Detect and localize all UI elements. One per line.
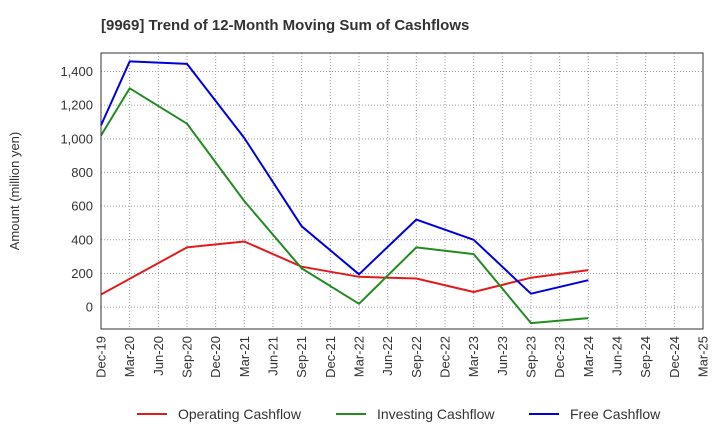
- x-tick-label: Mar-24: [581, 336, 596, 377]
- x-tick-label: Sep-22: [409, 336, 424, 378]
- chart-title: [9969] Trend of 12-Month Moving Sum of C…: [101, 17, 469, 34]
- y-tick-label: 200: [71, 266, 93, 281]
- x-tick-label: Jun-22: [380, 336, 395, 376]
- series-line-operating-cashflow: [100, 240, 589, 296]
- y-tick-label: 1,400: [60, 64, 93, 79]
- y-tick-label: 1,200: [60, 98, 93, 113]
- y-tick-label: 600: [71, 199, 93, 214]
- legend-label-operating-cashflow: Operating Cashflow: [178, 406, 302, 422]
- y-tick-label: 400: [71, 232, 93, 247]
- series-lines: [100, 60, 589, 325]
- x-tick-label: Dec-19: [94, 336, 109, 378]
- x-tick-label: Mar-22: [352, 336, 367, 377]
- y-tick-label: 0: [86, 300, 93, 315]
- y-tick-label: 800: [71, 165, 93, 180]
- x-tick-label: Jun-21: [266, 336, 281, 376]
- x-tick-label: Mar-23: [466, 336, 481, 377]
- x-tick-label: Mar-25: [696, 336, 711, 377]
- x-tick-label: Dec-20: [208, 336, 223, 378]
- x-tick-label: Dec-22: [438, 336, 453, 378]
- x-tick-label: Sep-20: [180, 336, 195, 378]
- x-tick-label: Dec-21: [323, 336, 338, 378]
- series-line-free-cashflow: [100, 60, 589, 295]
- legend-label-investing-cashflow: Investing Cashflow: [377, 406, 495, 422]
- x-tick-label: Mar-20: [122, 336, 137, 377]
- x-tick-label: Mar-21: [237, 336, 252, 377]
- x-tick-label: Jun-24: [610, 336, 625, 376]
- grid: [100, 53, 704, 329]
- legend-label-free-cashflow: Free Cashflow: [570, 406, 661, 422]
- legend: Operating Cashflow Investing Cashflow Free…: [137, 406, 661, 422]
- x-tick-label: Dec-23: [552, 336, 567, 378]
- y-tick-label: 1,000: [60, 131, 93, 146]
- x-tick-label: Sep-23: [524, 336, 539, 378]
- x-tick-label: Jun-20: [151, 336, 166, 376]
- plot-frame: [100, 52, 704, 330]
- x-tick-label: Sep-21: [294, 336, 309, 378]
- x-tick-label: Dec-24: [667, 336, 682, 378]
- y-axis-ticks: 0 200 400 600 800 1,000 1,200 1,400: [60, 64, 93, 315]
- x-axis-ticks: Dec-19 Mar-20 Jun-20 Sep-20 Dec-20 Mar-21 Jun-…: [94, 336, 711, 378]
- y-axis-label: Amount (million yen): [7, 132, 22, 251]
- series-line-investing-cashflow: [100, 87, 589, 325]
- x-tick-label: Jun-23: [495, 336, 510, 376]
- x-tick-label: Sep-24: [638, 336, 653, 378]
